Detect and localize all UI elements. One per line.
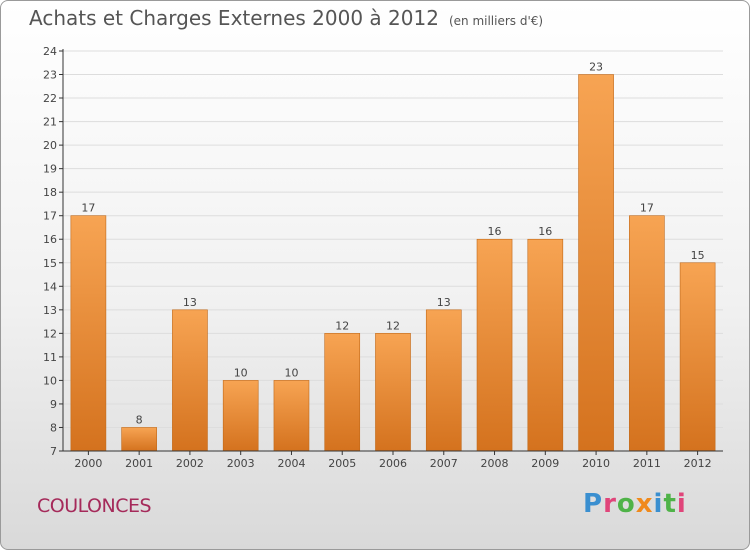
- y-tick-label: 21: [43, 116, 57, 129]
- y-tick-label: 11: [43, 351, 57, 364]
- proxiti-logo[interactable]: Proxiti: [583, 489, 687, 519]
- y-tick-label: 19: [43, 163, 57, 176]
- y-tick-label: 24: [43, 45, 57, 58]
- x-tick-label-2005: 2005: [328, 457, 356, 470]
- data-label-2001: 8: [136, 413, 143, 426]
- data-label-2006: 12: [386, 319, 400, 332]
- y-tick-label: 18: [43, 186, 57, 199]
- x-tick-label-2001: 2001: [125, 457, 153, 470]
- y-tick-label: 22: [43, 92, 57, 105]
- x-tick-label-2010: 2010: [582, 457, 610, 470]
- bar-2004: [273, 380, 310, 452]
- chart-unit: (en milliers d'€): [448, 14, 544, 28]
- x-tick-label-2011: 2011: [633, 457, 661, 470]
- y-tick-label: 9: [50, 398, 57, 411]
- data-label-2002: 13: [183, 296, 197, 309]
- x-tick-label-2002: 2002: [176, 457, 204, 470]
- x-tick-label-2009: 2009: [531, 457, 559, 470]
- bar-2009: [527, 238, 564, 452]
- x-tick-label-2012: 2012: [684, 457, 712, 470]
- bar-2010: [578, 74, 614, 452]
- data-label-2012: 15: [691, 249, 705, 262]
- bar-2011: [629, 215, 665, 452]
- y-tick-label: 7: [50, 445, 57, 458]
- data-label-2009: 16: [538, 225, 552, 238]
- data-label-2000: 17: [81, 202, 95, 215]
- y-tick-label: 16: [43, 233, 57, 246]
- x-tick-label-2008: 2008: [481, 457, 509, 470]
- y-tick-label: 15: [43, 257, 57, 270]
- x-tick-label-2000: 2000: [74, 457, 102, 470]
- data-label-2008: 16: [488, 225, 502, 238]
- chart-title-block: Achats et Charges Externes 2000 à 2012 (e…: [29, 6, 543, 30]
- x-tick-label-2004: 2004: [277, 457, 305, 470]
- bar-2003: [222, 380, 259, 452]
- bar-2008: [476, 238, 513, 452]
- y-tick-label: 23: [43, 69, 57, 82]
- bar-2002: [172, 309, 208, 452]
- bar-2005: [324, 333, 361, 452]
- x-tick-label-2007: 2007: [430, 457, 458, 470]
- data-label-2010: 23: [589, 61, 603, 74]
- commune-name: COULONCES: [37, 495, 152, 517]
- data-label-2005: 12: [335, 319, 349, 332]
- bar-2000: [70, 215, 107, 452]
- axes: 7 8 9 10 11 12 13 14 15 16 17 18 19 20 21 22 23 24 2000 200…: [43, 45, 723, 470]
- y-tick-label: 12: [43, 327, 57, 340]
- y-tick-label: 13: [43, 304, 57, 317]
- y-tick-label: 20: [43, 139, 57, 152]
- x-tick-label-2003: 2003: [227, 457, 255, 470]
- data-label-2007: 13: [437, 296, 451, 309]
- bars: 17 8 13 10 10 12 12 13 16 16 23 17 15: [70, 61, 716, 452]
- chart-title: Achats et Charges Externes 2000 à 2012: [29, 6, 439, 30]
- bar-2012: [679, 262, 716, 452]
- data-label-2011: 17: [640, 202, 654, 215]
- data-label-2003: 10: [234, 366, 248, 379]
- bar-2001: [121, 427, 157, 452]
- data-label-2004: 10: [284, 366, 298, 379]
- y-tick-label: 10: [43, 374, 57, 387]
- bar-2006: [375, 333, 411, 452]
- y-tick-label: 17: [43, 210, 57, 223]
- bar-2007: [425, 309, 462, 452]
- y-tick-label: 8: [50, 421, 57, 434]
- y-tick-label: 14: [43, 280, 57, 293]
- x-tick-label-2006: 2006: [379, 457, 407, 470]
